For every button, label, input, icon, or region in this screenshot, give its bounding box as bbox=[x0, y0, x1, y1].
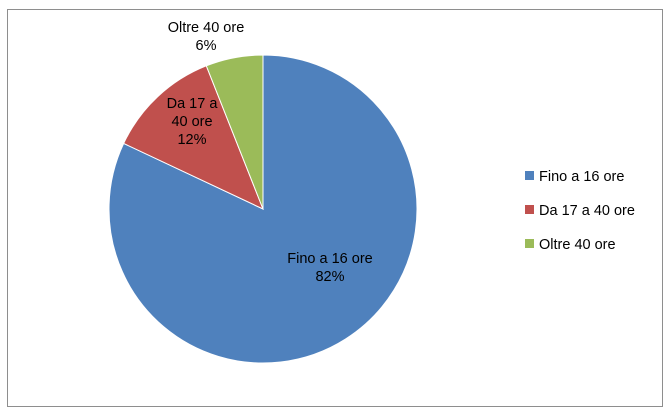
legend-swatch-2 bbox=[525, 205, 534, 214]
data-label-1: Fino a 16 ore 82% bbox=[287, 251, 372, 285]
data-label-2: Da 17 a 40 ore 12% bbox=[167, 96, 219, 148]
legend: Fino a 16 ore Da 17 a 40 ore Oltre 40 ore bbox=[525, 169, 635, 253]
legend-label-2: Da 17 a 40 ore bbox=[539, 203, 635, 219]
data-label-3: Oltre 40 ore 6% bbox=[168, 20, 245, 54]
pie-slices bbox=[108, 54, 418, 364]
legend-label-3: Oltre 40 ore bbox=[539, 237, 616, 253]
legend-swatch-1 bbox=[525, 171, 534, 180]
pie-data-labels: Fino a 16 ore 82% Da 17 a 40 ore 12% Oltre 40… bbox=[167, 20, 373, 285]
pie-slice-2 bbox=[122, 65, 264, 210]
legend-swatch-3 bbox=[525, 239, 534, 248]
legend-label-1: Fino a 16 ore bbox=[539, 169, 624, 185]
pie-slice-3 bbox=[205, 54, 264, 210]
